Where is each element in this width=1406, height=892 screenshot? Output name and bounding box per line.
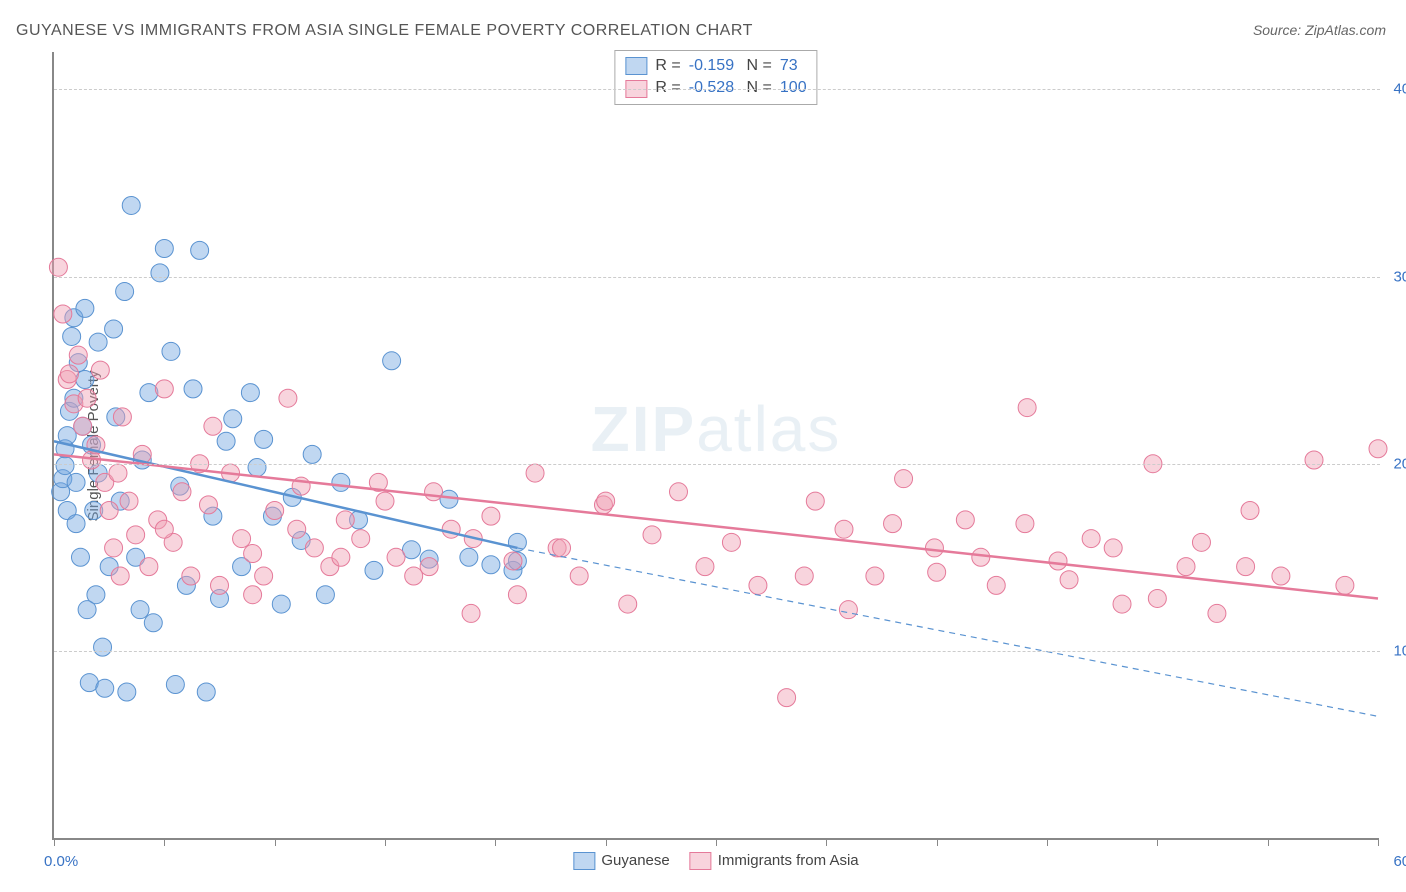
plot-area: ZIPatlas R = -0.159 N = 73 R = -0.528 N … [52,52,1378,840]
legend-swatch-b1 [573,852,595,870]
x-tick [54,838,55,846]
y-tick-label: 40.0% [1393,81,1406,98]
x-tick [937,838,938,846]
gridline [54,464,1380,465]
gridline [54,277,1380,278]
y-tick-label: 30.0% [1393,268,1406,285]
y-tick-label: 20.0% [1393,455,1406,472]
legend-item-2: Immigrants from Asia [690,852,859,870]
source-label: Source: ZipAtlas.com [1253,22,1386,38]
x-tick [826,838,827,846]
x-tick [716,838,717,846]
x-tick [275,838,276,846]
x-tick [606,838,607,846]
scatter-svg [54,52,1378,838]
legend-item-1: Guyanese [573,852,669,870]
gridline [54,651,1380,652]
chart-container: GUYANESE VS IMMIGRANTS FROM ASIA SINGLE … [0,0,1406,892]
x-tick [1047,838,1048,846]
x-tick [1157,838,1158,846]
y-tick-label: 10.0% [1393,642,1406,659]
x-tick-label-max: 60.0% [1393,853,1406,870]
chart-title: GUYANESE VS IMMIGRANTS FROM ASIA SINGLE … [16,22,753,40]
x-tick [495,838,496,846]
x-tick [164,838,165,846]
x-tick [1268,838,1269,846]
x-tick-label-min: 0.0% [44,853,78,870]
legend-swatch-b2 [690,852,712,870]
series-legend: Guyanese Immigrants from Asia [573,852,858,870]
x-tick [385,838,386,846]
gridline [54,89,1380,90]
x-tick [1378,838,1379,846]
